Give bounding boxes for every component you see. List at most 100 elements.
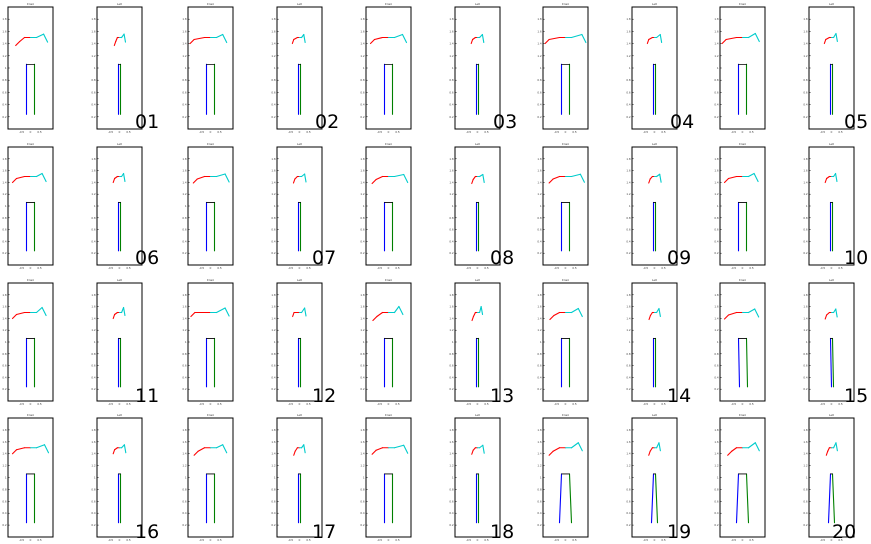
y-tick-label: 0.4 — [182, 511, 187, 515]
front-panel — [187, 6, 234, 130]
y-tick-label: 1.2 — [182, 54, 187, 58]
y-tick-label: 1.4 — [2, 452, 7, 456]
y-tick-label: 0.8 — [2, 216, 7, 220]
x-tick-label: -0.5 — [554, 402, 560, 406]
y-tick-label: 1.8 — [803, 157, 808, 161]
right-upper-arm — [15, 447, 26, 451]
y-tick-label: 0.6 — [714, 364, 719, 368]
y-tick-label: 1 — [629, 66, 631, 70]
y-tick-label: 1.4 — [803, 452, 808, 456]
y-tick-label: 1.6 — [91, 29, 96, 33]
left-upper-arm — [35, 306, 43, 314]
panel-title: Left — [829, 142, 834, 146]
right-upper-arm — [114, 311, 118, 316]
panel-title: Left — [297, 413, 302, 417]
y-tick-label: 1.8 — [91, 428, 96, 432]
y-tick-label: 0.2 — [91, 387, 96, 391]
y-tick-label: 1.2 — [714, 464, 719, 468]
left-panel — [631, 417, 678, 538]
x-tick-label: 0.5 — [484, 266, 489, 270]
y-tick-label: 0.6 — [449, 364, 454, 368]
y-tick-label: 1.2 — [2, 54, 7, 58]
right-forearm — [648, 178, 651, 184]
y-tick-label: 1.2 — [2, 328, 7, 332]
left-panel — [96, 417, 143, 538]
y-tick-label: 0.6 — [449, 499, 454, 503]
y-tick-label: 1.8 — [271, 428, 276, 432]
y-tick-label: 0.2 — [449, 387, 454, 391]
y-tick-label: 1.8 — [360, 428, 365, 432]
left-upper-arm — [215, 33, 224, 39]
left-upper-arm — [656, 173, 661, 178]
y-tick-label: 0.2 — [360, 115, 365, 119]
y-tick-label: 1.8 — [182, 157, 187, 161]
y-tick-label: 1.8 — [803, 293, 808, 297]
pose-svg: Front 0.2 0.4 0.6 0.8 1 1.2 1.4 1.6 1.8 -0.5 0 0.5 Le… — [2, 142, 143, 270]
y-tick-label: 1.6 — [2, 440, 7, 444]
x-tick-label: 0 — [388, 538, 390, 542]
panel-title: Front — [385, 413, 392, 417]
y-tick-label: 1 — [5, 476, 7, 480]
left-upper-arm — [570, 173, 581, 178]
y-tick-label: 0.4 — [2, 103, 7, 107]
y-tick-label: 1.2 — [91, 464, 96, 468]
pose-cell: Front 0.2 0.4 0.6 0.8 1 1.2 1.4 1.6 1.8 -0.5 0 0.5 Le… — [180, 140, 354, 272]
right-forearm — [11, 313, 18, 320]
y-tick-label: 1.2 — [714, 328, 719, 332]
panel-title: Left — [117, 413, 122, 417]
y-tick-label: 0.2 — [803, 251, 808, 255]
y-tick-label: 1.2 — [449, 192, 454, 196]
y-tick-label: 0.4 — [449, 103, 454, 107]
front-panel — [542, 282, 589, 402]
y-tick-label: 1.8 — [360, 293, 365, 297]
right-upper-arm — [472, 447, 476, 451]
y-tick-label: 1.4 — [360, 180, 365, 184]
right-forearm — [471, 178, 474, 185]
y-tick-label: 0.8 — [449, 216, 454, 220]
right-upper-arm — [472, 36, 476, 41]
x-tick-label: 0.5 — [484, 130, 489, 134]
x-tick-label: 0.5 — [217, 402, 222, 406]
front-panel — [7, 282, 54, 402]
pose-number: 16 — [135, 521, 160, 543]
panel-title: Left — [475, 413, 480, 417]
right-leg — [735, 473, 740, 524]
panel-title: Front — [207, 2, 214, 6]
y-tick-label: 0.4 — [91, 103, 96, 107]
left-forearm — [398, 305, 404, 316]
y-tick-label: 1.4 — [626, 180, 631, 184]
left-forearm — [659, 173, 662, 183]
left-leg — [831, 337, 835, 388]
y-tick-label: 0.2 — [360, 523, 365, 527]
pose-svg: Front 0.2 0.4 0.6 0.8 1 1.2 1.4 1.6 1.8 -0.5 0 0.5 Le… — [2, 278, 143, 406]
x-tick-label: 0 — [742, 266, 744, 270]
pose-cell: Front 0.2 0.4 0.6 0.8 1 1.2 1.4 1.6 1.8 -0.5 0 0.5 Le… — [0, 411, 174, 544]
y-tick-label: 0.2 — [91, 523, 96, 527]
panel-title: Front — [27, 278, 34, 282]
y-tick-label: 1.6 — [803, 169, 808, 173]
front-panel — [542, 6, 589, 130]
x-tick-label: -0.5 — [731, 266, 737, 270]
left-panel — [454, 417, 501, 538]
front-panel — [542, 146, 589, 266]
right-forearm — [824, 177, 828, 184]
front-panel — [719, 282, 766, 402]
y-tick-label: 1.2 — [360, 328, 365, 332]
right-upper-arm — [731, 447, 738, 452]
right-forearm — [648, 314, 651, 321]
y-tick-label: 0.4 — [271, 239, 276, 243]
y-tick-label: 1 — [540, 204, 542, 208]
y-tick-label: 1.8 — [182, 428, 187, 432]
y-tick-label: 1.6 — [360, 29, 365, 33]
y-tick-label: 0.8 — [803, 216, 808, 220]
y-tick-label: 0.8 — [2, 487, 7, 491]
right-forearm — [293, 450, 296, 456]
x-tick-label: 0 — [388, 402, 390, 406]
x-tick-label: -0.5 — [108, 538, 114, 542]
y-tick-label: 1.2 — [626, 464, 631, 468]
x-tick-label: 0 — [565, 266, 567, 270]
y-tick-label: 1.2 — [626, 328, 631, 332]
right-forearm — [15, 40, 21, 47]
y-tick-label: 0.8 — [449, 487, 454, 491]
y-tick-label: 1.2 — [449, 328, 454, 332]
